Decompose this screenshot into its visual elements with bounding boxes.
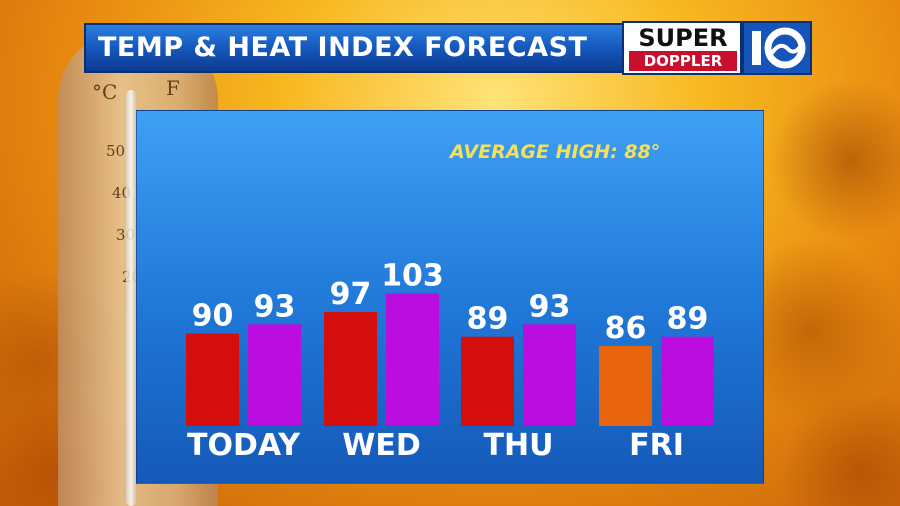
bar-value-label: 93 xyxy=(254,289,296,324)
chart-panel xyxy=(136,110,764,484)
bar-value-label: 93 xyxy=(529,289,571,324)
logo-wordmark: SUPER DOPPLER xyxy=(622,21,742,75)
category-label: FRI xyxy=(629,428,684,463)
thermometer-tube xyxy=(126,90,136,506)
logo-super-text: SUPER xyxy=(638,24,728,52)
page-title: TEMP & HEAT INDEX FORECAST xyxy=(98,32,588,63)
bar-value-label: 103 xyxy=(381,259,444,294)
wave-ten-icon xyxy=(752,27,806,69)
bar-value-label: 90 xyxy=(192,299,234,334)
station-logo: SUPER DOPPLER xyxy=(622,21,812,75)
thermometer-celsius-mark: °C xyxy=(92,80,118,104)
temperature-bar xyxy=(324,312,377,426)
bar-value-label: 97 xyxy=(330,277,372,312)
heat-index-bar xyxy=(386,293,439,426)
thermometer-scale-label: 50 xyxy=(106,142,126,160)
heat-index-bar xyxy=(523,324,576,426)
logo-ten-badge xyxy=(742,21,812,75)
category-label: THU xyxy=(484,428,554,463)
category-label: WED xyxy=(342,428,421,463)
heat-index-bar xyxy=(661,336,714,426)
heat-index-bar xyxy=(248,324,301,426)
category-label: TODAY xyxy=(187,428,301,463)
temperature-bar xyxy=(461,336,514,426)
bar-value-label: 89 xyxy=(667,302,709,337)
thermometer-fahrenheit-mark: F xyxy=(166,76,180,100)
bar-value-label: 89 xyxy=(467,302,509,337)
bar-value-label: 86 xyxy=(605,311,647,346)
logo-doppler-text: DOPPLER xyxy=(629,51,737,71)
average-high-note: AVERAGE HIGH: 88° xyxy=(450,141,661,163)
temperature-bar xyxy=(186,333,239,426)
temperature-bar xyxy=(599,345,652,426)
